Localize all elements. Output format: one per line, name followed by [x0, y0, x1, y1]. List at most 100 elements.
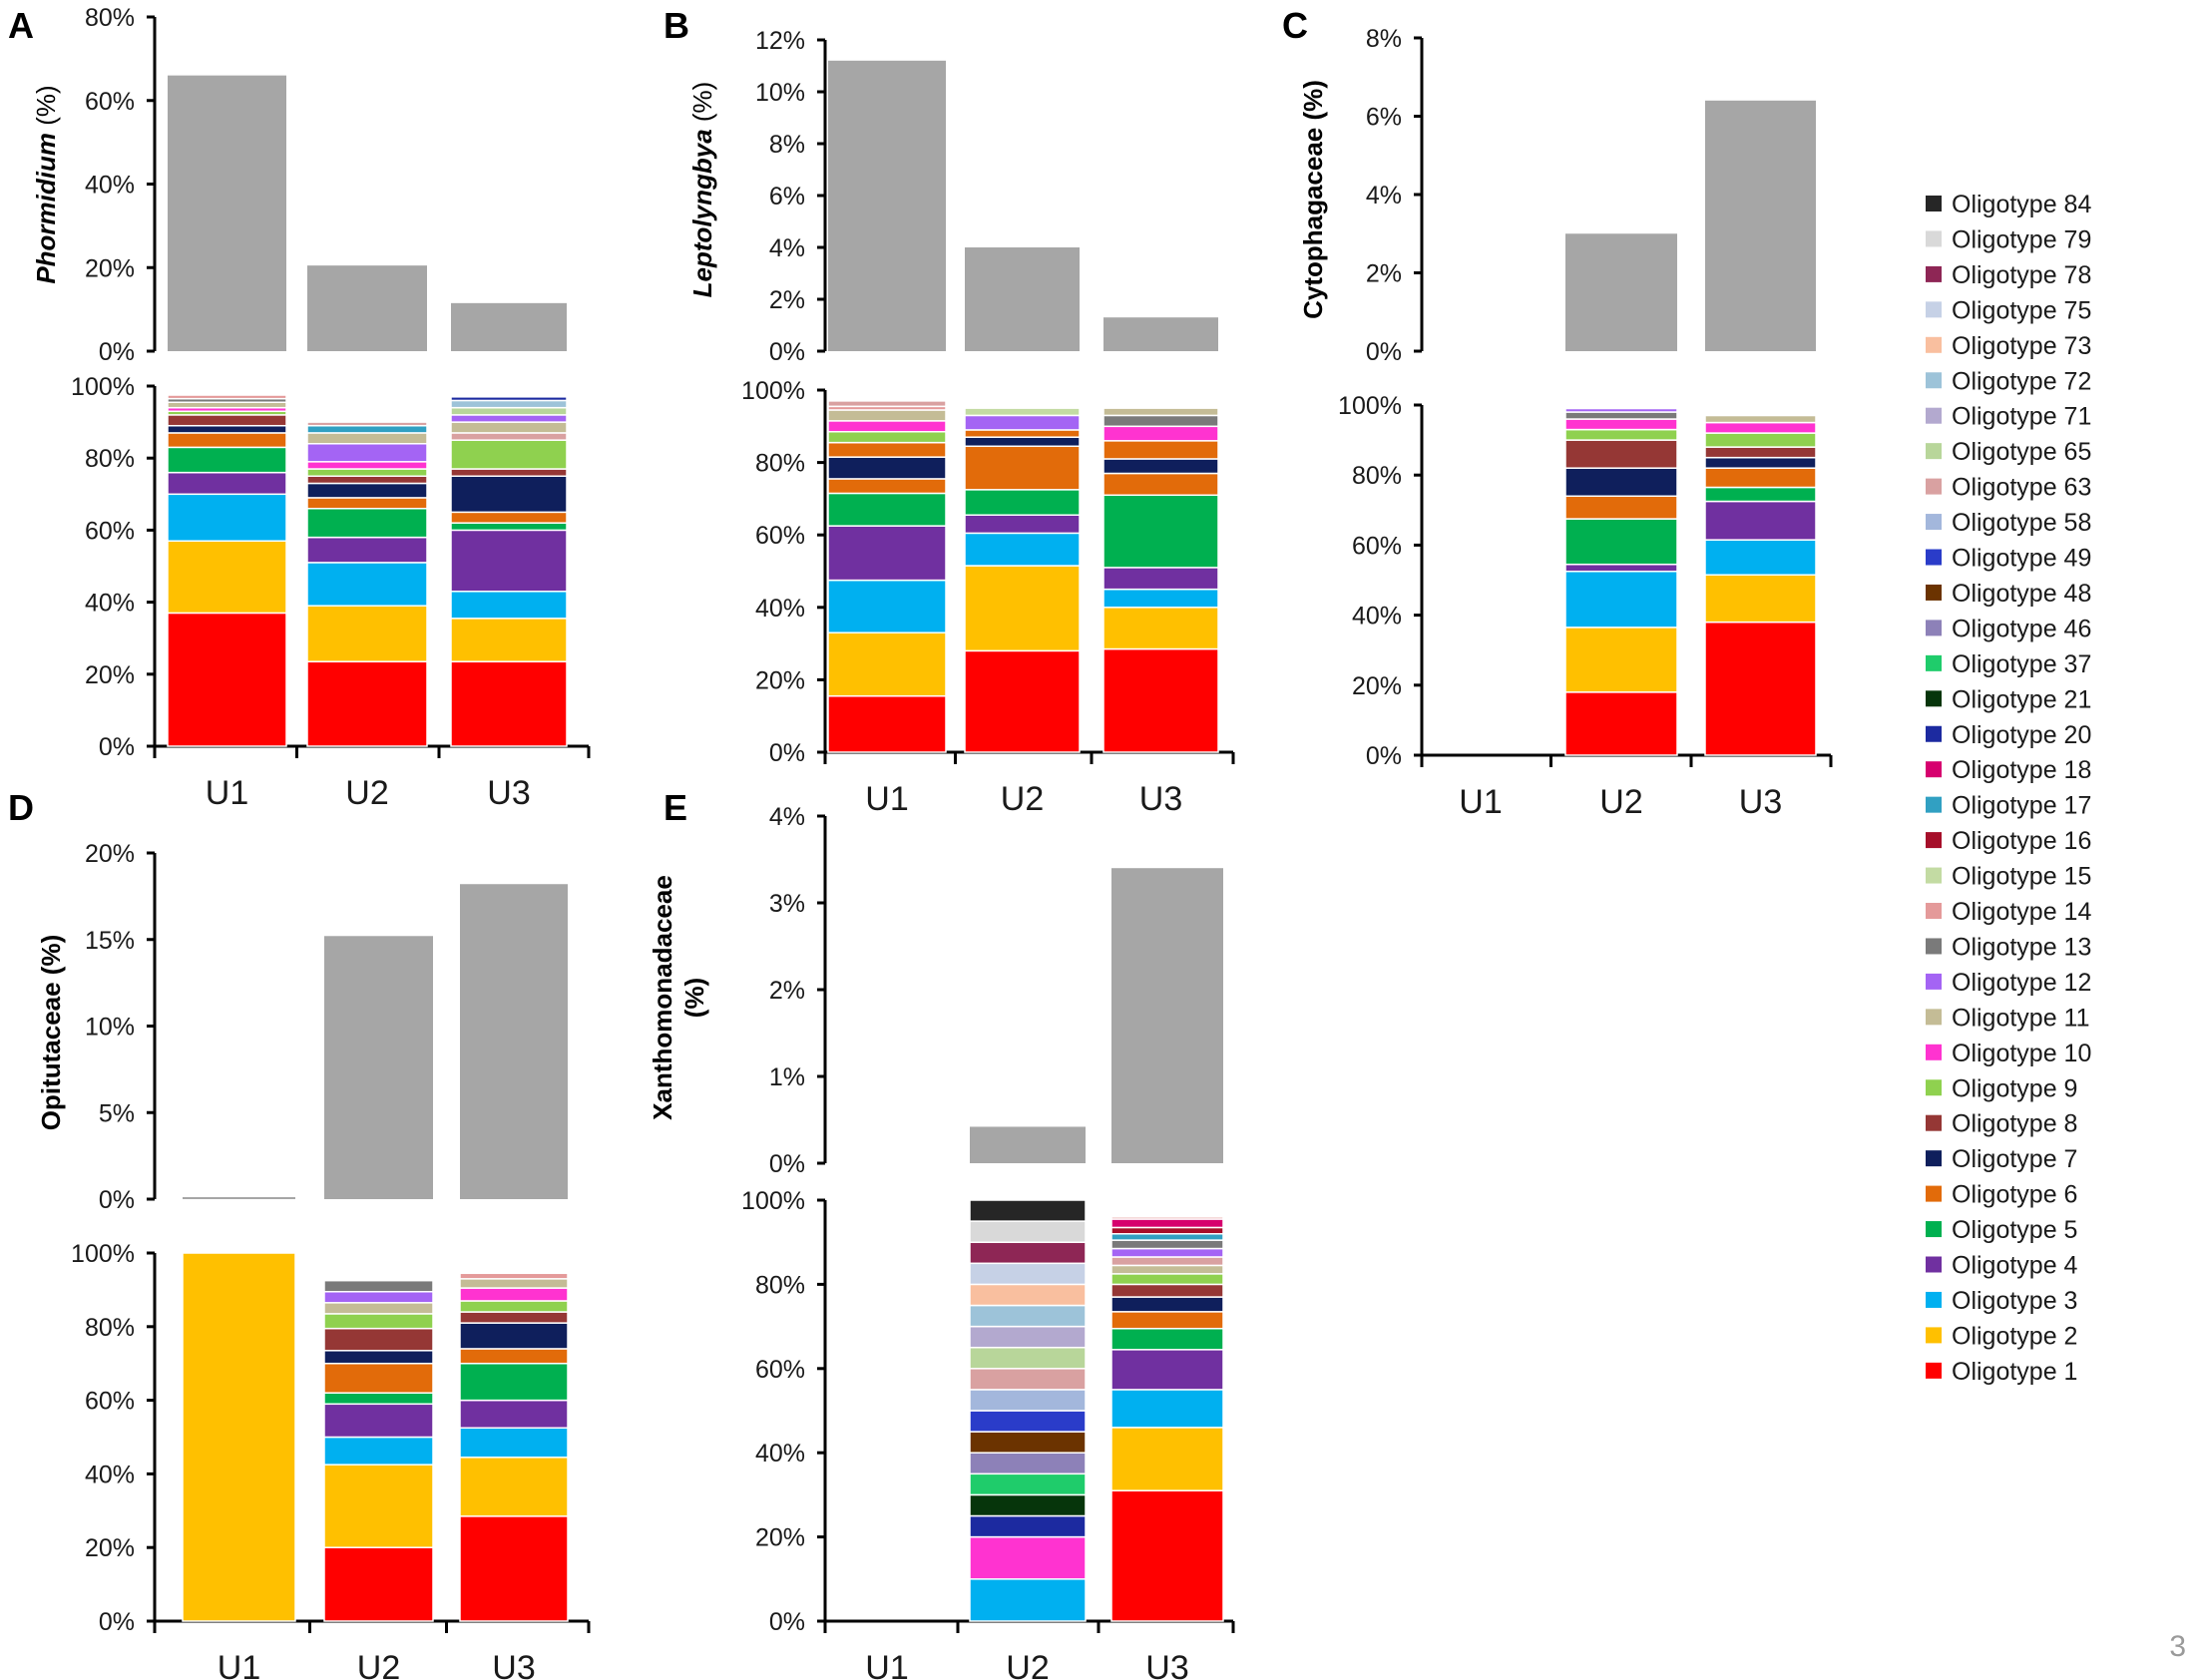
legend-label: Oligotype 72: [1952, 367, 2091, 395]
stack-segment-oligotype-3: [969, 1578, 1087, 1622]
x-category-label: U3: [1145, 1649, 1188, 1680]
top-tick-label: 6%: [1366, 104, 1402, 132]
legend-label: Oligotype 3: [1952, 1287, 2077, 1315]
top-tick-label: 20%: [85, 254, 135, 282]
stack-segment-oligotype-7: [167, 424, 287, 434]
legend-label: Oligotype 46: [1952, 615, 2091, 642]
stack-segment-oligotype-6: [306, 497, 428, 510]
legend-swatch: [1926, 1150, 1942, 1167]
stack-segment-oligotype-6: [827, 478, 947, 495]
legend-label: Oligotype 75: [1952, 296, 2091, 324]
legend-item: Oligotype 1: [1926, 1358, 2077, 1386]
legend-item: Oligotype 20: [1926, 721, 2091, 749]
stack-segment-oligotype-12: [1110, 1247, 1224, 1258]
stack-segment-oligotype-75: [969, 1262, 1087, 1286]
stack-segment-oligotype-72: [450, 399, 568, 409]
top-tick-label: 4%: [1366, 182, 1402, 210]
panel-A: A 0% 20% 40% 60% 80% Phormidium (%) 0% 20% 40% 60%…: [8, 4, 591, 812]
legend-swatch: [1926, 372, 1942, 389]
stack-segment-oligotype-9: [1704, 432, 1817, 448]
legend-swatch: [1926, 867, 1942, 884]
x-category-label: U3: [1739, 783, 1782, 821]
stack-segment-oligotype-17: [306, 424, 428, 434]
legend-swatch: [1926, 196, 1942, 211]
stack-segment-oligotype-1: [459, 1515, 569, 1622]
legend-label: Oligotype 78: [1952, 261, 2091, 289]
legend-label: Oligotype 17: [1952, 792, 2091, 820]
stack-segment-oligotype-6: [1564, 495, 1678, 520]
x-category-label: U1: [206, 774, 248, 812]
top-bar-U3: [1705, 100, 1816, 351]
legend-label: Oligotype 84: [1952, 191, 2091, 218]
bottom-tick-label: 80%: [755, 450, 805, 478]
legend-item: Oligotype 79: [1926, 225, 2091, 253]
y-label-italic: Leptolyngbya: [687, 129, 717, 297]
bottom-tick-label: 0%: [769, 739, 805, 767]
legend-item: Oligotype 65: [1926, 438, 2091, 466]
stack-segment-oligotype-5: [450, 522, 568, 532]
stack-segment-oligotype-10: [969, 1535, 1087, 1580]
top-y-label: Leptolyngbya (%): [687, 82, 717, 298]
bottom-tick-label: 60%: [1352, 532, 1402, 560]
legend: Oligotype 84 Oligotype 79 Oligotype 78 Olig…: [1926, 191, 2091, 1386]
stack-segment-oligotype-4: [1564, 563, 1678, 573]
stack-segment-oligotype-9: [1564, 428, 1678, 441]
stack-segment-oligotype-2: [1564, 627, 1678, 693]
stack-segment-oligotype-4: [459, 1399, 569, 1430]
legend-item: Oligotype 75: [1926, 296, 2091, 324]
stack-segment-oligotype-6: [964, 445, 1081, 491]
top-tick-label: 40%: [85, 172, 135, 200]
bottom-tick-label: 100%: [71, 373, 135, 401]
stack-segment-oligotype-8: [450, 468, 568, 477]
stack-segment-oligotype-11: [1110, 1264, 1224, 1275]
legend-label: Oligotype 63: [1952, 474, 2091, 502]
legend-item: Oligotype 13: [1926, 933, 2091, 961]
stack-segment-oligotype-10: [306, 461, 428, 470]
stack-segment-oligotype-3: [1704, 539, 1817, 576]
stack-segment-oligotype-1: [306, 660, 428, 747]
stack-segment-oligotype-3: [964, 532, 1081, 567]
top-bar-U2: [1565, 233, 1677, 351]
legend-swatch: [1926, 407, 1942, 424]
legend-item: Oligotype 18: [1926, 756, 2091, 784]
stack-segment-oligotype-8: [459, 1311, 569, 1324]
legend-item: Oligotype 17: [1926, 792, 2091, 820]
stack-segment-oligotype-3: [1110, 1389, 1224, 1429]
y-label-italic: Phormidium: [31, 133, 61, 284]
stack-segment-oligotype-7: [306, 482, 428, 499]
legend-label: Oligotype 37: [1952, 650, 2091, 678]
legend-swatch: [1926, 265, 1942, 282]
x-category-label: U3: [1139, 780, 1182, 818]
stack-segment-oligotype-7: [1110, 1296, 1224, 1313]
x-category-label: U1: [1459, 783, 1502, 821]
stack-segment-oligotype-5: [1704, 486, 1817, 503]
bottom-tick-label: 40%: [755, 1440, 805, 1468]
stack-segment-oligotype-6: [323, 1362, 434, 1394]
panel-E: E 0% 1% 2% 3% 4% Xanthomonadaceae (%) 0% 20% 40% 60…: [648, 787, 1235, 1680]
legend-label: Oligotype 58: [1952, 509, 2091, 537]
x-category-label: U2: [1006, 1649, 1049, 1680]
stack-segment-oligotype-63: [306, 421, 428, 427]
legend-swatch: [1926, 1221, 1942, 1238]
legend-swatch: [1926, 761, 1942, 778]
legend-swatch: [1926, 1114, 1942, 1131]
stack-segment-oligotype-4: [1102, 567, 1219, 591]
stack-segment-oligotype-1: [1564, 691, 1678, 756]
stack-segment-oligotype-10: [1704, 421, 1817, 434]
stack-segment-oligotype-2: [1110, 1427, 1224, 1491]
legend-swatch: [1926, 973, 1942, 990]
bottom-tick-label: 20%: [85, 1534, 135, 1562]
x-category-label: U1: [865, 780, 908, 818]
stack-segment-oligotype-3: [1564, 570, 1678, 629]
top-tick-label: 12%: [755, 27, 805, 55]
stack-segment-oligotype-6: [167, 432, 287, 449]
top-tick-label: 10%: [85, 1014, 135, 1042]
legend-swatch: [1926, 478, 1942, 495]
legend-item: Oligotype 6: [1926, 1181, 2077, 1209]
bottom-tick-label: 40%: [755, 595, 805, 623]
top-tick-label: 3%: [769, 890, 805, 918]
stack-segment-oligotype-4: [306, 536, 428, 564]
legend-label: Oligotype 48: [1952, 580, 2091, 608]
stack-segment-oligotype-72: [969, 1304, 1087, 1328]
top-bar-U3: [460, 884, 568, 1199]
